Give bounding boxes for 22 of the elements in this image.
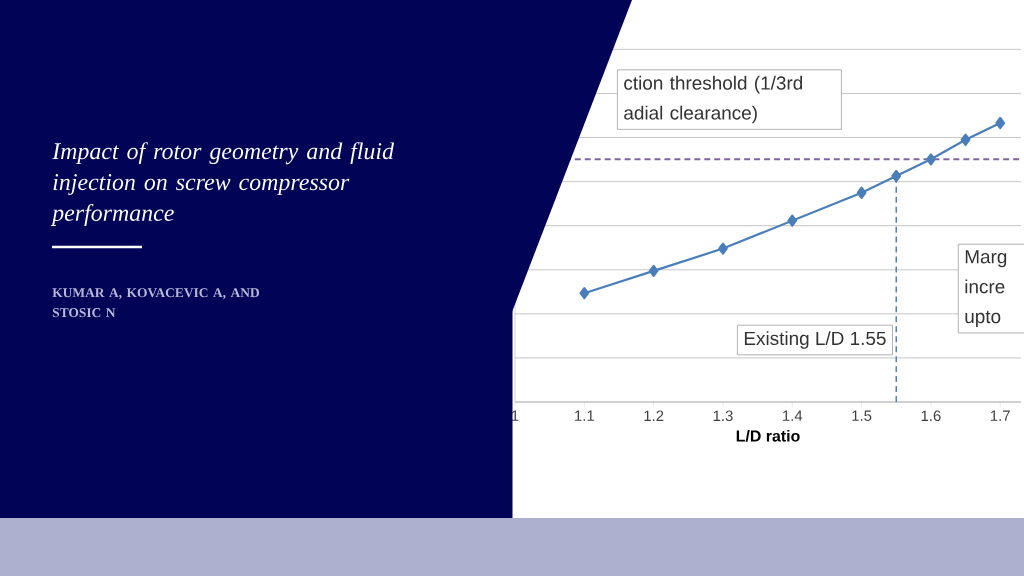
point — [891, 169, 902, 183]
point — [579, 287, 590, 300]
x-axis-title: L/D ratio — [736, 429, 800, 442]
annotation: Marg incre upto — [965, 250, 1007, 327]
point — [787, 214, 798, 227]
point — [856, 186, 867, 199]
text: Impact of rotor geometry and fluid injection on screw compressor performance — [50, 142, 395, 226]
point — [648, 264, 659, 277]
point — [995, 116, 1006, 130]
text: KUMAR A, KOVACEVIC A, AND STOSIC N — [52, 288, 259, 318]
x-tick-label: 1.5 — [852, 410, 872, 421]
x-tick-label: 1.7 — [990, 410, 1010, 421]
x-tick-label: 1.1 — [575, 410, 594, 421]
ref-line-label: ction threshold (1/3rd adial clearance) — [624, 75, 803, 124]
x-tick-label: 1.3 — [713, 410, 733, 422]
point — [960, 133, 971, 146]
ref-line-label: Existing L/D 1.55 — [744, 331, 886, 349]
point — [926, 153, 936, 166]
x-tick-label: 1.6 — [921, 410, 941, 422]
point — [718, 242, 728, 255]
x-tick-label: 1.4 — [783, 410, 803, 421]
x-tick-label: 1.2 — [644, 410, 664, 421]
